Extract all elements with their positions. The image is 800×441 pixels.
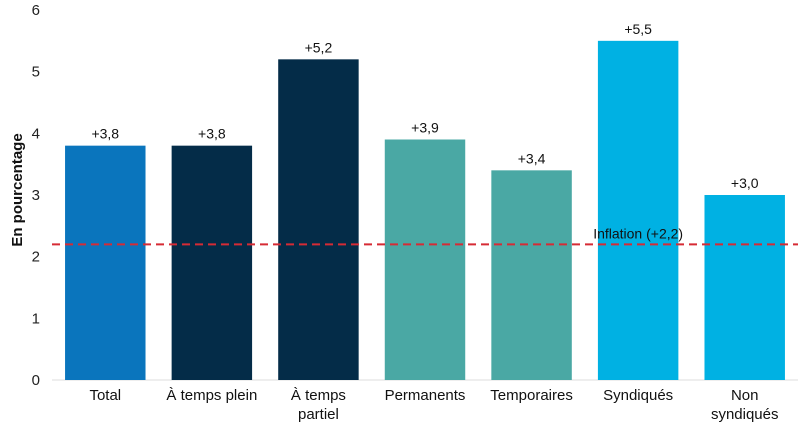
y-tick-label: 0 — [32, 372, 40, 389]
inflation-label: Inflation (+2,2) — [593, 225, 683, 241]
category-label: Total — [89, 387, 121, 404]
data-label: +3,0 — [731, 175, 759, 191]
y-axis: 0 1 2 3 4 5 6 — [32, 2, 40, 389]
bar — [171, 145, 253, 380]
bar — [278, 59, 359, 380]
y-tick-label: 5 — [32, 64, 40, 81]
bar — [65, 145, 146, 380]
data-label: +3,9 — [411, 120, 439, 136]
category-label: syndiqués — [711, 406, 779, 423]
category-label: Syndiqués — [603, 387, 673, 404]
category-label: Permanents — [385, 387, 466, 404]
data-label: +3,8 — [198, 126, 226, 142]
data-label: +5,5 — [624, 21, 652, 37]
category-label: Non — [731, 387, 759, 404]
y-tick-label: 4 — [32, 125, 40, 142]
bar — [597, 40, 679, 380]
data-labels: +3,8 +3,8 +5,2 +3,9 +3,4 +5,5 +3,0 — [91, 21, 758, 191]
bar — [384, 139, 466, 380]
y-tick-label: 1 — [32, 310, 40, 327]
bar — [491, 170, 572, 380]
y-tick-label: 3 — [32, 187, 40, 204]
bars — [65, 40, 785, 380]
category-label: À temps — [291, 387, 346, 404]
x-axis-categories: Total À temps plein À temps partiel Permanen… — [89, 387, 778, 423]
category-label: À temps plein — [166, 387, 257, 404]
bar — [704, 195, 785, 380]
y-tick-label: 2 — [32, 249, 40, 266]
data-label: +5,2 — [305, 39, 333, 55]
y-axis-label: En pourcentage — [9, 133, 26, 246]
data-label: +3,4 — [518, 150, 546, 166]
y-tick-label: 6 — [32, 2, 40, 19]
category-label: partiel — [298, 406, 339, 423]
data-label: +3,8 — [91, 126, 119, 142]
category-label: Temporaires — [490, 387, 573, 404]
